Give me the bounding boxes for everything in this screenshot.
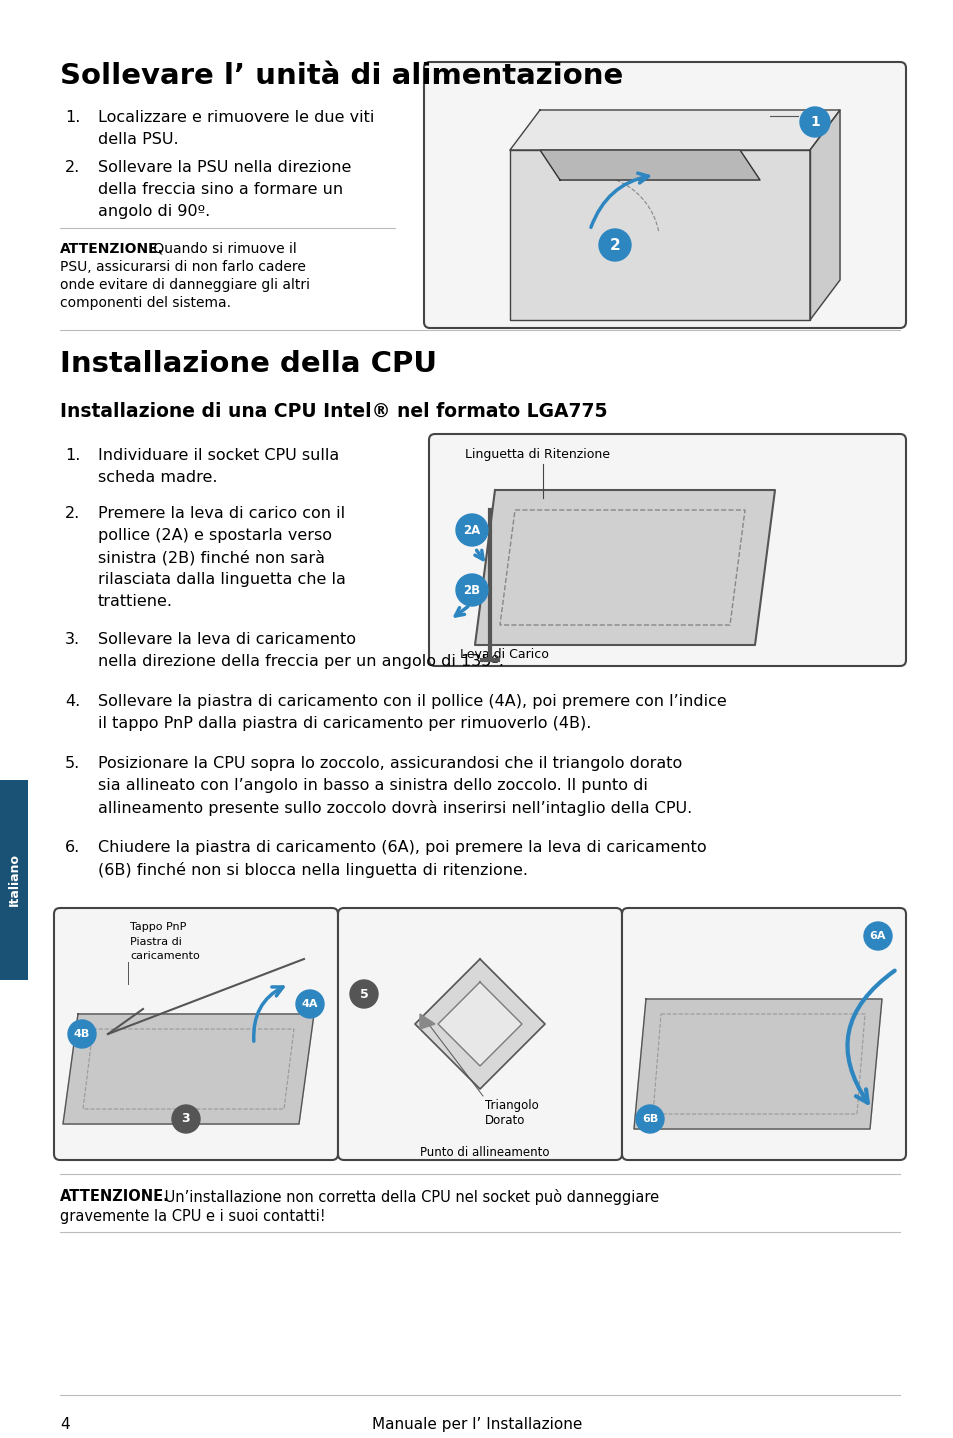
Text: PSU, assicurarsi di non farlo cadere: PSU, assicurarsi di non farlo cadere [60,260,306,275]
Text: trattiene.: trattiene. [98,594,172,610]
Text: Quando si rimuove il: Quando si rimuove il [149,242,296,256]
FancyBboxPatch shape [423,62,905,328]
Text: Sollevare la leva di caricamento: Sollevare la leva di caricamento [98,631,355,647]
Text: Piastra di: Piastra di [130,938,182,948]
Text: 1.: 1. [65,449,80,463]
Text: allineamento presente sullo zoccolo dovrà inserirsi nell’intaglio della CPU.: allineamento presente sullo zoccolo dovr… [98,800,692,815]
Text: Installazione della CPU: Installazione della CPU [60,349,436,378]
FancyBboxPatch shape [429,434,905,666]
Text: Linguetta di Ritenzione: Linguetta di Ritenzione [464,449,609,462]
Polygon shape [63,1014,314,1125]
Polygon shape [510,109,840,150]
Text: Posizionare la CPU sopra lo zoccolo, assicurandosi che il triangolo dorato: Posizionare la CPU sopra lo zoccolo, ass… [98,756,681,771]
Polygon shape [809,109,840,321]
Text: il tappo PnP dalla piastra di caricamento per rimuoverlo (4B).: il tappo PnP dalla piastra di caricament… [98,716,591,731]
Text: Italiano: Italiano [8,854,20,906]
Text: 1: 1 [809,115,819,129]
Polygon shape [510,150,809,321]
Text: Un’installazione non corretta della CPU nel socket può danneggiare: Un’installazione non corretta della CPU … [160,1189,659,1205]
Text: onde evitare di danneggiare gli altri: onde evitare di danneggiare gli altri [60,278,310,292]
Text: scheda madre.: scheda madre. [98,470,217,485]
Text: caricamento: caricamento [130,951,199,961]
Circle shape [172,1104,200,1133]
Polygon shape [475,490,774,646]
Text: 2: 2 [609,237,619,253]
FancyBboxPatch shape [621,907,905,1160]
Text: 4.: 4. [65,695,80,709]
Text: della PSU.: della PSU. [98,132,178,147]
Text: Sollevare la PSU nella direzione: Sollevare la PSU nella direzione [98,160,351,175]
Polygon shape [539,150,760,180]
Text: (6B) finché non si blocca nella linguetta di ritenzione.: (6B) finché non si blocca nella linguett… [98,861,527,879]
Text: 6.: 6. [65,840,80,856]
Text: nella direzione della freccia per un angolo di 135º.: nella direzione della freccia per un ang… [98,654,503,669]
Text: Tappo PnP: Tappo PnP [130,922,186,932]
Text: 3: 3 [181,1113,190,1126]
Circle shape [863,922,891,951]
Text: Chiudere la piastra di caricamento (6A), poi premere la leva di caricamento: Chiudere la piastra di caricamento (6A),… [98,840,706,856]
Polygon shape [437,982,521,1066]
Circle shape [350,981,377,1008]
Text: Sollevare la piastra di caricamento con il pollice (4A), poi premere con l’indic: Sollevare la piastra di caricamento con … [98,695,726,709]
Text: pollice (2A) e spostarla verso: pollice (2A) e spostarla verso [98,528,332,544]
Text: Dorato: Dorato [484,1114,525,1127]
Circle shape [636,1104,663,1133]
Circle shape [456,513,488,546]
Polygon shape [419,1014,435,1030]
Text: 6A: 6A [869,930,885,940]
Text: Individuare il socket CPU sulla: Individuare il socket CPU sulla [98,449,339,463]
Text: Sollevare l’ unità di alimentazione: Sollevare l’ unità di alimentazione [60,62,622,91]
Text: angolo di 90º.: angolo di 90º. [98,204,210,219]
Text: 5.: 5. [65,756,80,771]
Text: 5: 5 [359,988,368,1001]
Text: Triangolo: Triangolo [484,1099,538,1112]
Text: sinistra (2B) finché non sarà: sinistra (2B) finché non sarà [98,549,325,565]
FancyBboxPatch shape [54,907,337,1160]
Text: Localizzare e rimuovere le due viti: Localizzare e rimuovere le due viti [98,109,374,125]
Text: rilasciata dalla linguetta che la: rilasciata dalla linguetta che la [98,572,346,587]
Text: Leva di Carico: Leva di Carico [459,649,548,661]
Polygon shape [634,999,882,1129]
Circle shape [68,1020,96,1048]
Text: 2A: 2A [463,523,480,536]
Circle shape [598,229,630,262]
Text: 3.: 3. [65,631,80,647]
Text: della freccia sino a formare un: della freccia sino a formare un [98,183,343,197]
Text: 1.: 1. [65,109,80,125]
Text: 2.: 2. [65,506,80,521]
Text: 2.: 2. [65,160,80,175]
Text: Punto di allineamento: Punto di allineamento [419,1146,549,1159]
Bar [0,779,28,981]
Text: 4A: 4A [301,999,318,1009]
FancyBboxPatch shape [337,907,621,1160]
Text: componenti del sistema.: componenti del sistema. [60,296,231,311]
Polygon shape [415,959,544,1089]
Text: sia allineato con l’angolo in basso a sinistra dello zoccolo. Il punto di: sia allineato con l’angolo in basso a si… [98,778,647,792]
Text: Installazione di una CPU Intel® nel formato LGA775: Installazione di una CPU Intel® nel form… [60,403,607,421]
Text: ATTENZIONE.: ATTENZIONE. [60,1189,170,1204]
Text: 6B: 6B [641,1114,658,1125]
Text: gravemente la CPU e i suoi contatti!: gravemente la CPU e i suoi contatti! [60,1209,325,1224]
Circle shape [295,989,324,1018]
Text: Manuale per l’ Installazione: Manuale per l’ Installazione [372,1416,581,1432]
Text: 4: 4 [60,1416,70,1432]
Text: Premere la leva di carico con il: Premere la leva di carico con il [98,506,345,521]
Circle shape [456,574,488,605]
Text: ATTENZIONE.: ATTENZIONE. [60,242,164,256]
Text: 2B: 2B [463,584,480,597]
Text: 4B: 4B [73,1030,90,1040]
Circle shape [800,106,829,137]
